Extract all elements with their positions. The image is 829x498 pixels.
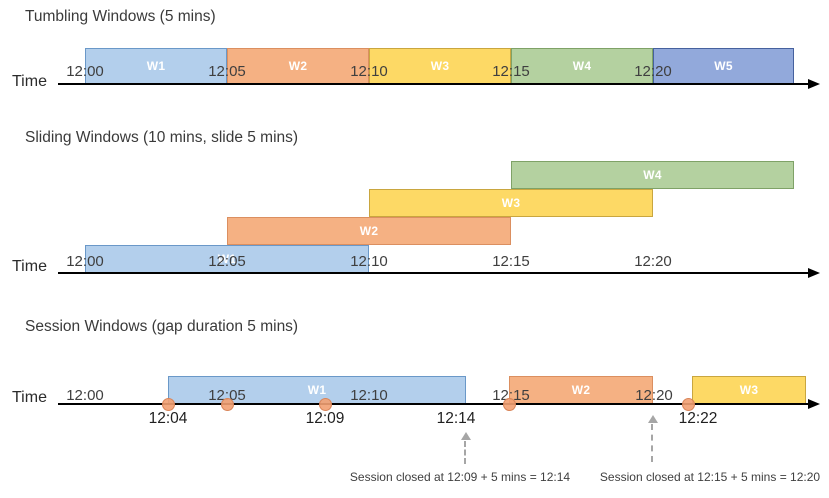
window-label: W2 [288, 59, 308, 73]
session-window-w1: W1 [168, 376, 466, 404]
tumbling-tick-1200: 12:00 [66, 63, 104, 80]
tumbling-tick-1215: 12:15 [492, 63, 530, 80]
session-tick-1220: 12:20 [635, 387, 673, 404]
sliding-axis-arrowhead-icon [808, 268, 820, 278]
window-label: W2 [359, 224, 379, 238]
session-close-arrow-line [651, 424, 653, 462]
event-dot [221, 398, 234, 411]
window-label: W1 [307, 383, 327, 397]
session-event-label-1222: 12:22 [678, 410, 718, 427]
sliding-tick-1215: 12:15 [492, 253, 530, 270]
session-section-title: Session Windows (gap duration 5 mins) [25, 318, 299, 335]
sliding-window-w1: W1 [85, 245, 369, 273]
tumbling-timeline-axis [58, 83, 810, 85]
window-label: W5 [714, 59, 733, 73]
sliding-window-w2: W2 [227, 217, 511, 245]
sliding-window-w4: W4 [511, 161, 794, 189]
window-label: W1 [146, 59, 166, 73]
session-event-label-1204: 12:04 [148, 410, 188, 427]
session-close-arrow-icon [648, 415, 658, 423]
session-timeline-axis [58, 403, 810, 405]
tumbling-window-w3: W3 [369, 48, 511, 84]
event-dot [162, 398, 175, 411]
session-time-label: Time [12, 389, 47, 406]
event-dot [319, 398, 332, 411]
session-tick-1210: 12:10 [350, 387, 388, 404]
tumbling-tick-1210: 12:10 [350, 63, 388, 80]
sliding-section-title: Sliding Windows (10 mins, slide 5 mins) [25, 129, 299, 146]
tumbling-window-w5: W5 [653, 48, 794, 84]
tumbling-tick-1220: 12:20 [634, 63, 672, 80]
window-label: W3 [501, 196, 521, 210]
session-axis-arrowhead-icon [808, 399, 820, 409]
session-event-label-1214: 12:14 [436, 410, 476, 427]
window-label: W4 [643, 168, 662, 182]
sliding-timeline-axis [58, 272, 810, 274]
session-close-annotation-1: Session closed at 12:09 + 5 mins = 12:14 [349, 470, 571, 484]
session-event-label-1209: 12:09 [305, 410, 345, 427]
window-label: W2 [571, 383, 591, 397]
sliding-tick-1210: 12:10 [350, 253, 388, 270]
window-label: W3 [739, 383, 759, 397]
session-window-w3: W3 [692, 376, 806, 404]
window-label: W4 [572, 59, 592, 73]
sliding-tick-1220: 12:20 [634, 253, 672, 270]
tumbling-axis-arrowhead-icon [808, 79, 820, 89]
sliding-window-w3: W3 [369, 189, 653, 217]
session-tick-1200: 12:00 [66, 387, 104, 404]
session-tick-1215: 12:15 [492, 387, 530, 404]
session-close-arrow-line [464, 441, 466, 464]
session-tick-1205: 12:05 [208, 387, 246, 404]
sliding-time-label: Time [12, 258, 47, 275]
tumbling-section-title: Tumbling Windows (5 mins) [25, 8, 216, 25]
tumbling-tick-1205: 12:05 [208, 63, 246, 80]
event-dot [682, 398, 695, 411]
sliding-tick-1200: 12:00 [66, 253, 104, 270]
session-close-annotation-2: Session closed at 12:15 + 5 mins = 12:20 [599, 470, 821, 484]
event-dot [503, 398, 516, 411]
tumbling-time-label: Time [12, 73, 47, 90]
window-label: W3 [430, 59, 450, 73]
window-label: W1 [217, 252, 237, 266]
sliding-tick-1205: 12:05 [208, 253, 246, 270]
session-close-arrow-icon [461, 432, 471, 440]
tumbling-window-w1: W1 [85, 48, 227, 84]
